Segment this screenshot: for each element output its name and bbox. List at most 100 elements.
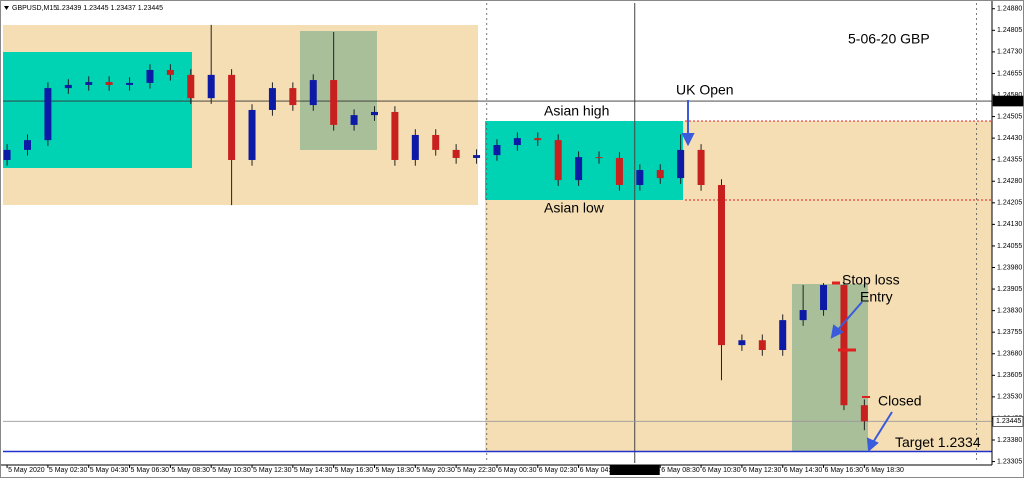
x-tick-label: 5 May 20:30 [416,467,455,474]
x-tick-label: 5 May 18:30 [375,467,414,474]
y-tick-label: 1.23605 [997,372,1022,379]
x-tick-label: 6 May 12:30 [743,467,782,474]
candle-body [370,111,378,116]
candle-body [493,145,501,156]
y-tick-label: 1.24805 [997,27,1022,34]
candle-body [44,88,52,141]
x-tick-label: 5 May 10:30 [212,467,251,474]
y-tick-label: 1.23755 [997,329,1022,336]
candle-body [166,69,174,75]
candle-body [697,149,705,185]
annotation: Stop loss [842,272,900,288]
candle-body [677,149,685,179]
x-tick-label: 6 May 10:30 [702,467,741,474]
candle-body [717,184,725,346]
x-tick-label: 6 May 18:30 [865,467,904,474]
candle-body [758,340,766,351]
x-tick-label: 6 May 02:30 [539,467,578,474]
x-tick-label: 5 May 02:30 [49,467,88,474]
x-tick-label: 6 May 08:30 [661,467,700,474]
annotation: UK Open [676,82,734,98]
candle-body [64,84,72,89]
price-box-label: 1.23445 [996,418,1021,425]
symbol: GBPUSD,M15 [12,5,57,12]
candle-body [513,138,521,146]
candle-body [187,74,195,99]
y-tick-label: 1.23530 [997,394,1022,401]
candle-body [473,155,481,158]
candle-body [207,74,215,99]
annotation: Asian high [544,103,609,119]
x-tick-label: 5 May 16:30 [335,467,374,474]
candle-body [248,109,256,160]
y-tick-label: 1.23980 [997,264,1022,271]
annotation: Entry [860,289,893,305]
x-tick-label: 6 May 14:30 [784,467,823,474]
candle-body [350,115,358,125]
arrow-head [681,133,695,147]
candle-body [840,285,848,406]
x-tick-label: 5 May 08:30 [171,467,210,474]
asian-box [3,52,192,168]
x-tick-label: 5 May 14:30 [294,467,333,474]
y-tick-label: 1.24505 [997,113,1022,120]
candle-body [228,74,236,160]
arrow-head [830,324,844,339]
annotation: Asian low [544,200,605,216]
y-tick-label: 1.24430 [997,135,1022,142]
candle-body [799,310,807,321]
asian-box [485,121,683,200]
candle-body [595,157,603,159]
candle-body [23,140,31,150]
candle-body [860,405,868,422]
x-tick-label: 5 May 22:30 [457,467,496,474]
candle-body [575,157,583,181]
menu-icon [4,6,9,10]
candle-body [146,69,154,83]
arrow [835,301,863,333]
candle-body [289,88,297,106]
annotation: Closed [878,393,922,409]
price-box-label: 1.24559 [996,98,1021,105]
y-tick-label: 1.24580 [997,92,1022,99]
y-tick-label: 1.24655 [997,70,1022,77]
candle-body [391,111,399,160]
y-tick-label: 1.23305 [997,458,1022,465]
y-tick-label: 1.24055 [997,243,1022,250]
candle-body [105,82,113,85]
crosshair-box [609,465,660,475]
x-tick-label: 5 May 2020 [8,467,45,474]
candle-body [534,138,542,141]
candle-body [820,285,828,311]
arrows [681,100,893,453]
y-tick-label: 1.24730 [997,49,1022,56]
candle-body [554,140,562,181]
arrow-head [866,437,879,453]
x-tick-label: 5 May 12:30 [253,467,292,474]
y-tick-label: 1.24205 [997,200,1022,207]
y-tick-label: 1.23680 [997,351,1022,358]
y-tick-label: 1.23905 [997,286,1022,293]
y-tick-label: 1.23380 [997,437,1022,444]
arrow [871,411,893,445]
price-box [992,95,1024,107]
y-tick-label: 1.24355 [997,157,1022,164]
x-tick-label: 5 May 04:30 [90,467,129,474]
target-label: Target 1.2334 [895,434,981,450]
candle-body [656,170,664,179]
candle-body [330,80,338,125]
y-tick-label: 1.24130 [997,221,1022,228]
candle-body [126,82,134,85]
y-tick-label: 1.24280 [997,178,1022,185]
quote: 1.23439 1.23445 1.23437 1.23445 [56,5,163,12]
chart-title: 5-06-20 GBP [848,31,930,47]
candle-body [615,157,623,185]
x-tick-label: 6 May 00:30 [498,467,537,474]
x-tick-label: 5 May 06:30 [131,467,170,474]
candle-body [268,88,276,110]
price-box [992,416,1024,427]
y-tick-label: 1.23830 [997,307,1022,314]
candle-body [3,149,11,160]
